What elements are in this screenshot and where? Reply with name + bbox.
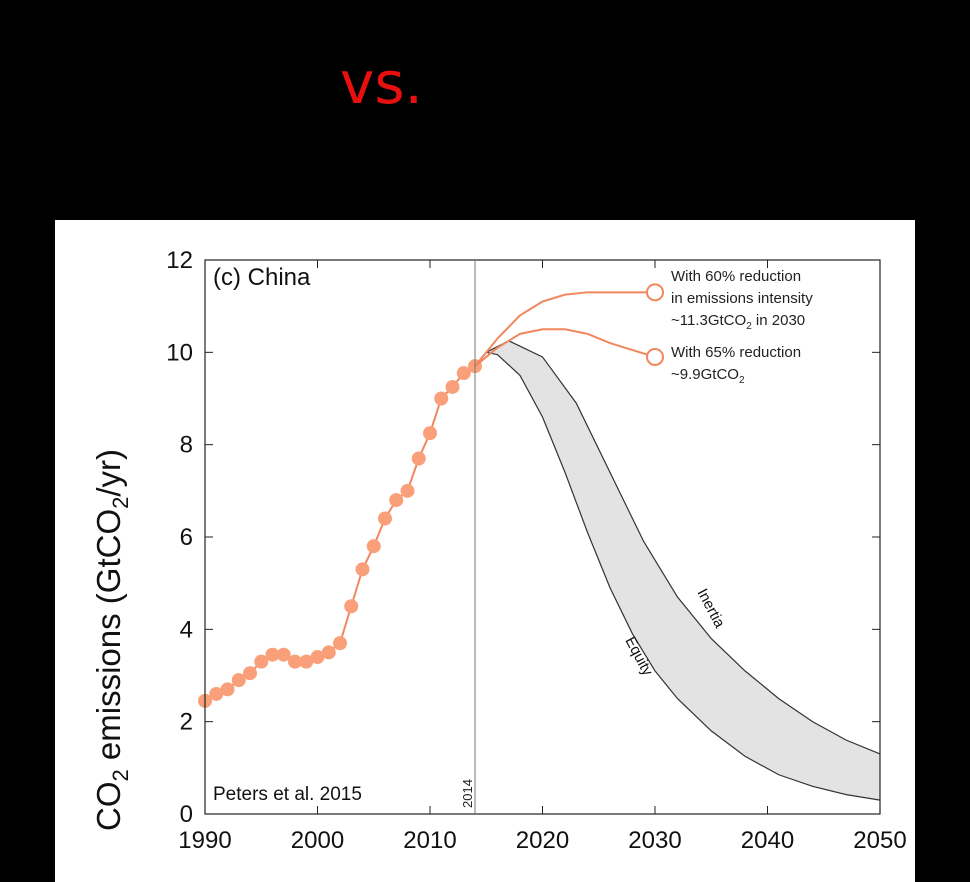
historical-point: [221, 682, 235, 696]
historical-point: [367, 539, 381, 553]
annotation-60-line3b: in 2030: [752, 312, 805, 329]
y-tick-label: 8: [180, 432, 193, 459]
x-tick-label: 1990: [178, 827, 231, 854]
y-axis-label: CO2 emissions (GtCO2/yr): [90, 449, 133, 831]
band-fill: [486, 341, 880, 800]
y-tick-label: 12: [166, 247, 193, 274]
emissions-chart: 1990 2000 2010 2020 2030 2040 2050 0 2 4 6 8 10 12 (c…: [55, 220, 915, 882]
x-tick-label: 2010: [403, 827, 456, 854]
annotation-60-line2: in emissions intensity: [671, 290, 813, 307]
y-axis-label-co: CO: [90, 782, 127, 832]
annotation-65-line2: ~9.9GtCO2: [671, 366, 745, 386]
annotation-60-line1: With 60% reduction: [671, 268, 801, 285]
x-tick-label: 2030: [628, 827, 681, 854]
historical-point: [344, 599, 358, 613]
historical-series: [198, 359, 482, 708]
historical-point: [333, 636, 347, 650]
scenario-band: [486, 341, 880, 800]
historical-point: [434, 392, 448, 406]
historical-point: [322, 645, 336, 659]
x-tick-label: 2050: [853, 827, 906, 854]
x-tick-label: 2040: [741, 827, 794, 854]
y-axis-label-sub2: 2: [108, 497, 133, 509]
historical-point: [412, 452, 426, 466]
y-tick-label: 2: [180, 709, 193, 736]
annotation-60-line3: ~11.3GtCO2 in 2030: [671, 312, 805, 332]
vline-label: 2014: [460, 779, 475, 808]
chart-title: (c) China: [213, 264, 311, 291]
annotation-65-line1: With 65% reduction: [671, 344, 801, 361]
y-axis-label-mid: emissions (GtCO: [90, 509, 127, 769]
x-tick-label: 2000: [291, 827, 344, 854]
y-tick-label: 6: [180, 524, 193, 551]
historical-point: [243, 666, 257, 680]
y-tick-label: 4: [180, 616, 193, 643]
historical-point: [446, 380, 460, 394]
scenario-65-endpoint: [647, 349, 663, 365]
y-tick-label: 0: [180, 801, 193, 828]
historical-point: [356, 562, 370, 576]
source-credit: Peters et al. 2015: [213, 784, 362, 805]
y-axis-label-end: /yr): [90, 449, 127, 497]
chart-panel: 1990 2000 2010 2020 2030 2040 2050 0 2 4 6 8 10 12 (c…: [55, 220, 915, 882]
historical-point: [389, 493, 403, 507]
historical-point: [401, 484, 415, 498]
x-tick-label: 2020: [516, 827, 569, 854]
annotation-65-line2sub: 2: [739, 375, 745, 386]
y-tick-label: 10: [166, 339, 193, 366]
annotation-65-line2a: ~9.9GtCO: [671, 366, 739, 383]
historical-point: [378, 512, 392, 526]
historical-point: [423, 426, 437, 440]
scenario-60-endpoint: [647, 284, 663, 300]
historical-line: [205, 366, 475, 701]
annotation-60-line3a: ~11.3GtCO: [671, 312, 746, 329]
slide-title: vs.: [340, 48, 460, 118]
y-axis-label-sub1: 2: [108, 769, 133, 781]
